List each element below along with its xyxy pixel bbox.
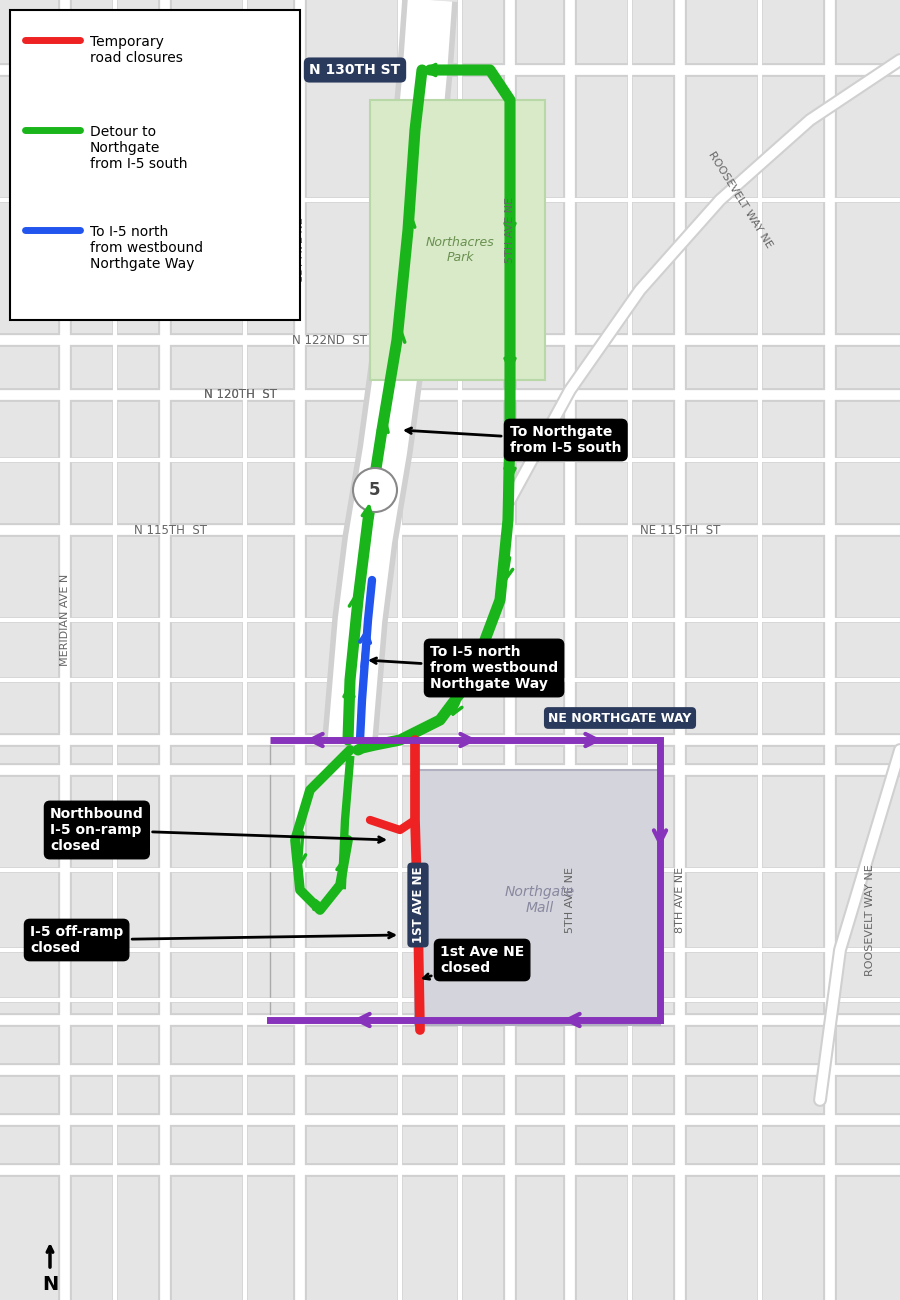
Text: 1ST AVE NE: 1ST AVE NE xyxy=(411,867,425,944)
Text: 5TH AVE NE: 5TH AVE NE xyxy=(565,867,575,933)
Text: To Northgate
from I-5 south: To Northgate from I-5 south xyxy=(406,425,622,455)
Text: Northbound
I-5 on-ramp
closed: Northbound I-5 on-ramp closed xyxy=(50,807,384,853)
Text: N: N xyxy=(42,1275,58,1295)
Bar xyxy=(415,770,660,1024)
Text: ROOSEVELT WAY NE: ROOSEVELT WAY NE xyxy=(706,150,774,250)
Text: N 130TH ST: N 130TH ST xyxy=(310,62,400,77)
Text: MERIDIAN AVE N: MERIDIAN AVE N xyxy=(60,573,70,666)
Text: Northgate
Mall: Northgate Mall xyxy=(505,885,575,915)
Text: To I-5 north
from westbound
Northgate Way: To I-5 north from westbound Northgate Wa… xyxy=(371,645,558,692)
Text: N 120TH  ST: N 120TH ST xyxy=(203,389,276,402)
Text: Detour to
Northgate
from I-5 south: Detour to Northgate from I-5 south xyxy=(90,125,187,172)
Text: Temporary
road closures: Temporary road closures xyxy=(90,35,183,65)
Text: 1ST AVE NE: 1ST AVE NE xyxy=(295,217,305,282)
Text: ROOSEVELT WAY NE: ROOSEVELT WAY NE xyxy=(865,864,875,976)
Text: Northacres
Park: Northacres Park xyxy=(426,237,494,264)
Text: To I-5 north
from westbound
Northgate Way: To I-5 north from westbound Northgate Wa… xyxy=(90,225,203,272)
Text: NE 115TH  ST: NE 115TH ST xyxy=(640,524,720,537)
Text: N 120TH  ST: N 120TH ST xyxy=(203,389,276,402)
Text: 5TH AVE NE: 5TH AVE NE xyxy=(505,198,515,263)
Text: NE NORTHGATE WAY: NE NORTHGATE WAY xyxy=(548,711,692,724)
Text: N 122ND  ST: N 122ND ST xyxy=(292,334,367,347)
Text: 5: 5 xyxy=(369,481,381,499)
Circle shape xyxy=(353,468,397,512)
Bar xyxy=(370,100,545,380)
Text: I-5 off-ramp
closed: I-5 off-ramp closed xyxy=(30,924,394,956)
Text: N 115TH  ST: N 115TH ST xyxy=(133,524,206,537)
Bar xyxy=(10,10,300,320)
Text: 8TH AVE NE: 8TH AVE NE xyxy=(675,867,685,933)
Text: 1st Ave NE
closed: 1st Ave NE closed xyxy=(424,945,524,979)
